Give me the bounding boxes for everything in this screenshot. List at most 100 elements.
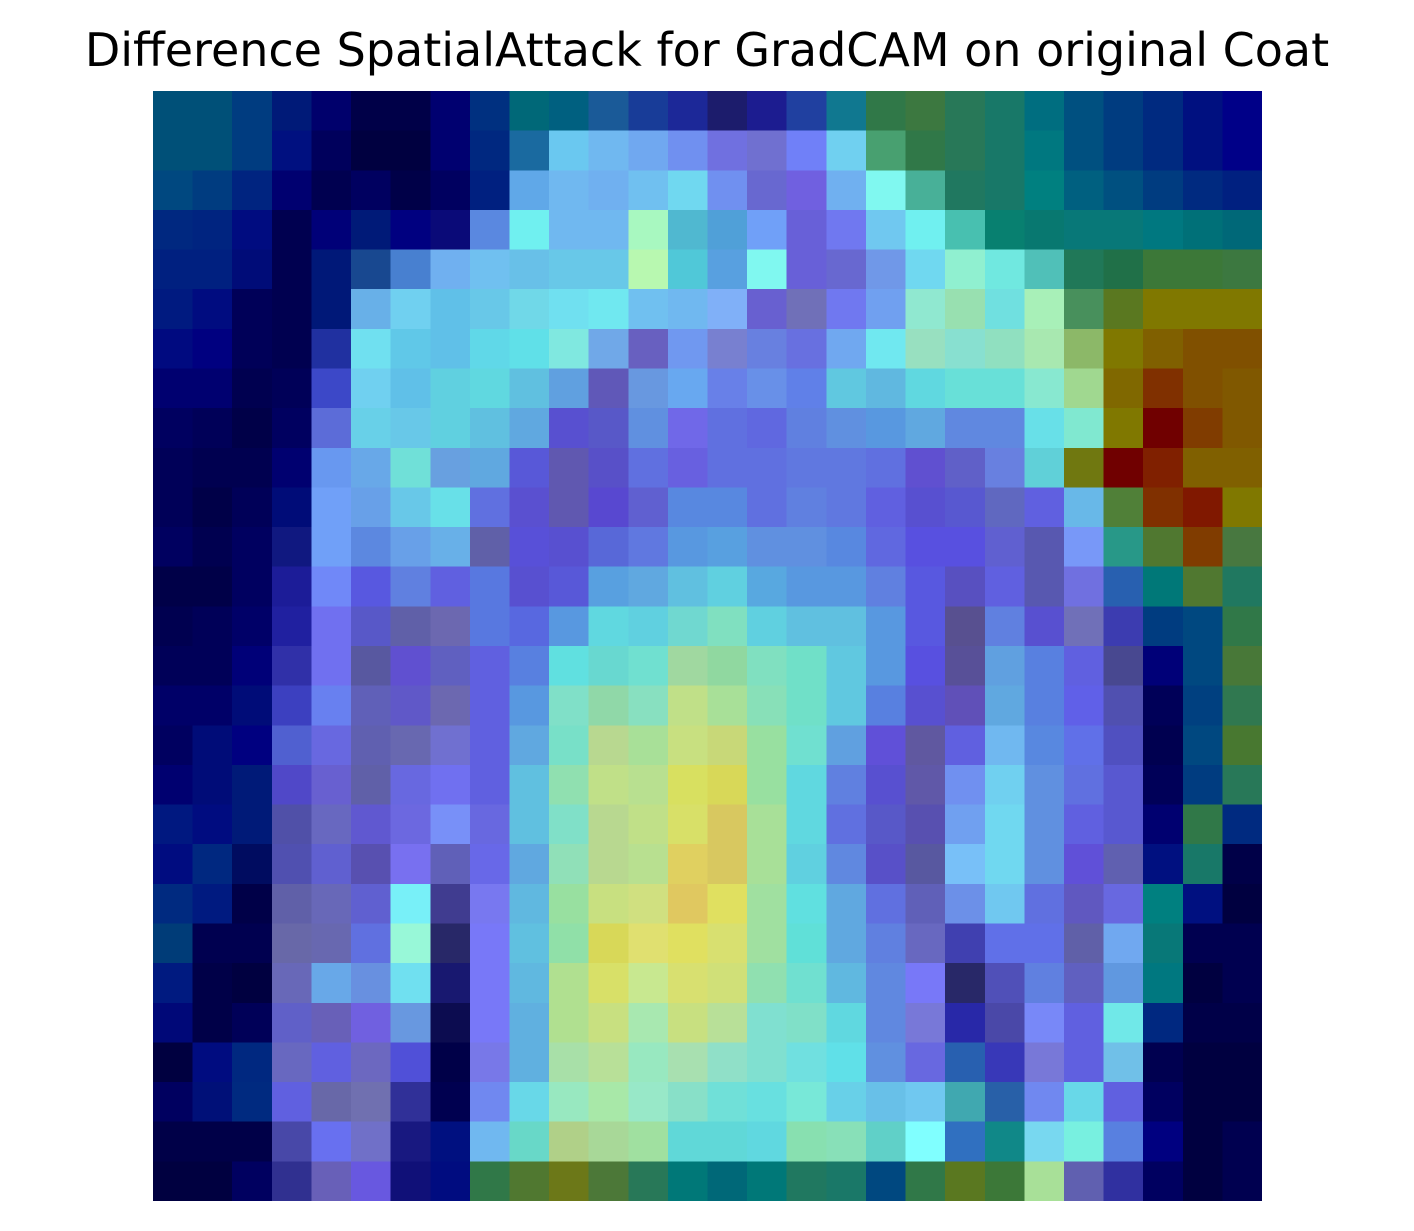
heatmap-cell [192,209,233,251]
heatmap-cell [865,606,907,647]
heatmap-cell [509,1082,550,1123]
heatmap-cell [984,170,1025,211]
heatmap-cell [707,368,748,409]
heatmap-cell [588,1121,629,1162]
heatmap-cell [667,289,709,330]
heatmap-cell [509,685,550,726]
heatmap-cell [153,249,194,290]
heatmap-cell [1063,209,1105,251]
heatmap-cell [588,289,629,330]
heatmap-cell [390,606,431,647]
heatmap-cell [945,1121,986,1162]
heatmap-cell [509,487,550,528]
heatmap-cell [430,883,471,925]
heatmap-cell [707,1042,748,1083]
heatmap-cell [707,646,748,687]
heatmap-cell [1182,725,1223,766]
heatmap-cell [628,804,669,845]
heatmap-cell [469,1082,511,1123]
heatmap-cell [1182,804,1223,845]
heatmap-cell [945,289,986,330]
heatmap-cell [271,725,313,766]
heatmap-cell [588,963,629,1004]
heatmap-cell [786,1082,827,1123]
heatmap-cell [351,566,392,607]
heatmap-cell [707,408,748,449]
heatmap-cell [1143,170,1184,211]
heatmap-cell [1103,963,1144,1004]
heatmap-cell [667,685,709,726]
heatmap-cell [311,1082,352,1123]
heatmap-cell [311,447,352,489]
heatmap-cell [1182,1161,1223,1201]
heatmap-cell [1024,1161,1065,1201]
heatmap-cell [192,844,233,885]
heatmap-cell [469,328,511,370]
heatmap-cell [430,408,471,449]
heatmap-cell [1024,527,1065,568]
heatmap-cell [509,646,550,687]
heatmap-cell [153,963,194,1004]
heatmap-cell [430,368,471,409]
heatmap-cell [786,844,827,885]
heatmap-cell [1024,963,1065,1004]
heatmap-cell [192,130,233,171]
heatmap-cell [430,130,471,171]
heatmap-cell [509,328,550,370]
heatmap-cell [351,1002,392,1044]
heatmap-cell [430,487,471,528]
heatmap-cell [430,606,471,647]
heatmap-cell [588,725,629,766]
heatmap-cell [509,249,550,290]
heatmap-cell [984,408,1025,449]
heatmap-cell [945,923,986,964]
heatmap-cell [153,844,194,885]
heatmap-cell [1143,963,1184,1004]
heatmap-cell [232,91,273,132]
heatmap-cell [271,130,313,171]
heatmap-cell [549,963,590,1004]
heatmap-cell [707,923,748,964]
heatmap-cell [1024,844,1065,885]
heatmap-cell [153,408,194,449]
heatmap-cell [786,1161,827,1201]
heatmap-cell [232,923,273,964]
heatmap-cell [1182,1002,1223,1044]
heatmap-cell [351,883,392,925]
heatmap-cell [232,764,273,806]
heatmap-cell [667,566,709,607]
heatmap-cell [628,408,669,449]
heatmap-cell [628,328,669,370]
heatmap-cell [232,447,273,489]
heatmap-cell [1024,209,1065,251]
heatmap-cell [351,289,392,330]
heatmap-cell [1103,1042,1144,1083]
heatmap-cell [786,249,827,290]
heatmap-cell [628,606,669,647]
heatmap-cell [1222,368,1262,409]
heatmap-cell [707,963,748,1004]
heatmap-cell [667,527,709,568]
heatmap-cell [430,209,471,251]
heatmap-cell [905,725,946,766]
heatmap-cell [271,447,313,489]
heatmap-cell [1222,685,1262,726]
heatmap-cell [786,91,827,132]
heatmap-cell [1024,130,1065,171]
heatmap-cell [1063,1042,1105,1083]
heatmap-cell [271,487,313,528]
heatmap-cell [232,289,273,330]
heatmap-cell [984,1161,1025,1201]
heatmap-cell [153,764,194,806]
heatmap-cell [747,1002,788,1044]
heatmap-cell [865,1042,907,1083]
heatmap-cell [153,447,194,489]
heatmap-cell [1143,91,1184,132]
heatmap-cell [628,170,669,211]
heatmap-cell [351,209,392,251]
heatmap-cell [1222,289,1262,330]
heatmap-cell [549,289,590,330]
heatmap-cell [984,447,1025,489]
heatmap-cell [1063,1082,1105,1123]
heatmap-cell [271,923,313,964]
